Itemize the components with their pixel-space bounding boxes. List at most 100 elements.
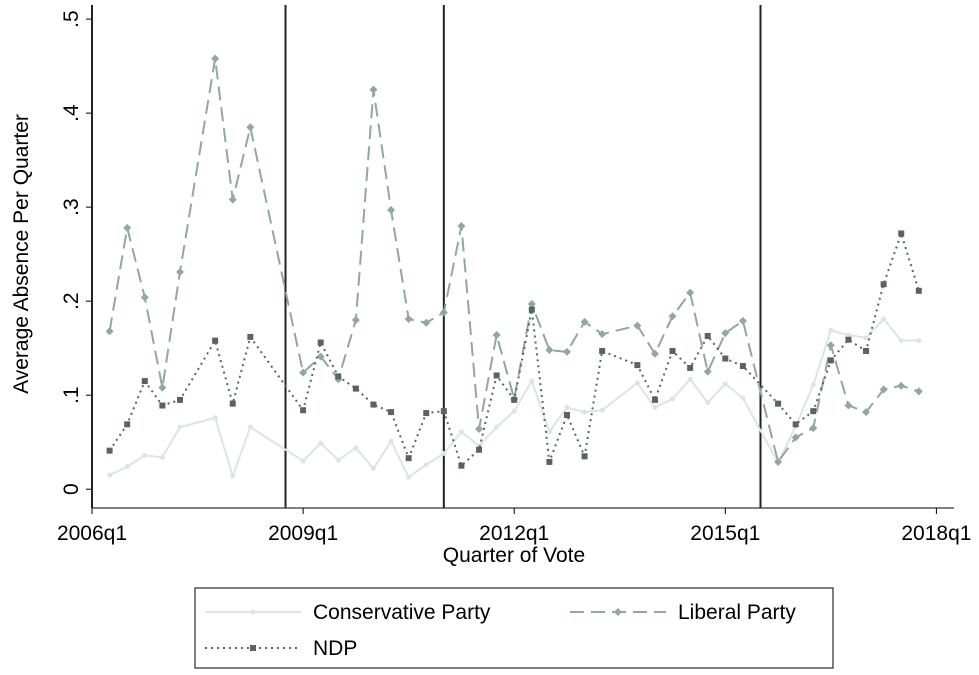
marker [898, 230, 905, 237]
marker [774, 457, 783, 466]
y-tick-label: .1 [60, 386, 83, 404]
marker [124, 464, 130, 470]
marker [863, 335, 869, 341]
marker [212, 415, 218, 421]
marker [458, 429, 464, 435]
marker [439, 308, 448, 317]
marker [721, 329, 730, 338]
marker [247, 424, 253, 430]
marker [810, 382, 816, 388]
marker [229, 400, 236, 407]
marker [739, 363, 746, 370]
marker [140, 293, 149, 302]
marker [387, 205, 396, 214]
marker [370, 466, 376, 472]
marker [158, 383, 167, 392]
marker [599, 347, 606, 354]
marker [316, 352, 325, 361]
marker [545, 346, 554, 355]
marker [844, 401, 853, 410]
marker [722, 381, 728, 387]
marker [668, 312, 677, 321]
marker [141, 378, 148, 385]
marker [704, 332, 711, 339]
marker [916, 338, 922, 344]
marker [598, 330, 607, 339]
marker [862, 408, 871, 417]
marker [687, 364, 694, 371]
y-tick-label: 0 [60, 483, 83, 495]
marker [562, 347, 571, 356]
marker [211, 54, 220, 63]
marker [175, 268, 184, 277]
marker [388, 438, 394, 444]
marker [897, 381, 906, 390]
marker [441, 450, 447, 456]
marker [827, 357, 834, 364]
x-tick-label: 2015q1 [690, 522, 760, 545]
marker [388, 409, 395, 416]
marker [246, 123, 255, 132]
marker [670, 396, 676, 402]
marker [652, 404, 658, 410]
marker [318, 440, 324, 446]
y-tick-label: .4 [60, 104, 83, 122]
marker [898, 338, 904, 344]
legend-marker [614, 608, 622, 616]
marker [106, 447, 113, 454]
marker [722, 355, 729, 362]
legend-label: NDP [313, 637, 357, 660]
marker [599, 407, 605, 413]
marker [422, 318, 431, 327]
marker [159, 454, 165, 460]
marker [228, 195, 237, 204]
marker [105, 327, 114, 336]
marker [582, 409, 588, 415]
marker [879, 385, 888, 394]
marker [740, 395, 746, 401]
marker [511, 396, 518, 403]
marker [230, 473, 236, 479]
marker [686, 288, 695, 297]
marker [880, 281, 887, 288]
marker [581, 453, 588, 460]
y-tick-label: .5 [60, 10, 83, 28]
series-line [108, 58, 920, 465]
marker [405, 455, 412, 462]
marker [863, 347, 870, 354]
marker [529, 378, 535, 384]
marker [335, 457, 341, 463]
marker [546, 429, 552, 435]
marker [440, 408, 447, 415]
marker [791, 433, 800, 442]
marker [476, 446, 483, 453]
marker [738, 316, 747, 325]
marker [705, 400, 711, 406]
marker [317, 339, 324, 346]
marker [492, 331, 501, 340]
marker [669, 347, 676, 354]
marker [650, 349, 659, 358]
marker [828, 327, 834, 333]
marker [352, 385, 359, 392]
marker [299, 368, 308, 377]
marker [511, 408, 517, 414]
marker [493, 372, 500, 379]
marker [528, 306, 535, 313]
x-tick-label: 2009q1 [268, 522, 338, 545]
marker [300, 458, 306, 464]
marker [687, 376, 693, 382]
legend-label: Conservative Party [313, 601, 491, 624]
marker [457, 221, 466, 230]
marker [212, 337, 219, 344]
marker [564, 404, 570, 410]
marker [915, 287, 922, 294]
marker [353, 445, 359, 451]
series-line [108, 230, 920, 468]
marker [247, 333, 254, 340]
marker [124, 421, 131, 428]
marker [176, 396, 183, 403]
marker [845, 336, 852, 343]
marker [351, 315, 360, 324]
